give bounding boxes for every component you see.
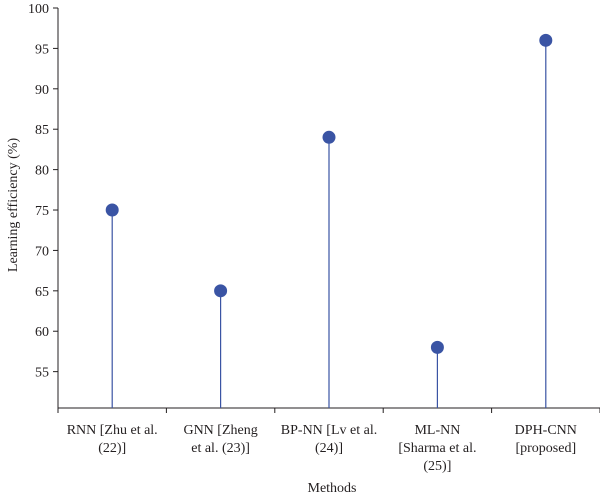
data-point bbox=[430, 340, 444, 354]
y-tick-label: 60 bbox=[35, 325, 49, 340]
y-tick-label: 100 bbox=[28, 2, 49, 17]
y-tick-label: 85 bbox=[35, 123, 49, 138]
y-tick-label: 70 bbox=[35, 244, 49, 259]
x-category-label: DPH-CNN [proposed] bbox=[515, 423, 577, 456]
y-tick-label: 95 bbox=[35, 42, 49, 57]
axes bbox=[53, 7, 600, 413]
y-tick-label: 65 bbox=[35, 285, 49, 300]
data-marks bbox=[105, 33, 553, 408]
x-category-label: BP-NN [Lv et al. (24)] bbox=[281, 423, 377, 456]
data-point bbox=[105, 203, 119, 217]
y-axis-title: Learning efficiency (%) bbox=[6, 138, 21, 273]
x-category-label: GNN [Zheng et al. (23)] bbox=[183, 423, 257, 456]
data-point bbox=[539, 33, 553, 47]
y-tick-label: 80 bbox=[35, 164, 49, 179]
labels: 55 60 65 70 75 80 85 90 95 100 RNN [Zhu et al. (22)… bbox=[28, 2, 577, 474]
y-tick-label: 90 bbox=[35, 83, 49, 98]
x-category-label: ML-NN [Sharma et al. (25)] bbox=[398, 423, 476, 474]
x-category-label: RNN [Zhu et al. (22)] bbox=[67, 423, 158, 456]
y-tick-label: 55 bbox=[35, 366, 49, 381]
data-point bbox=[214, 284, 228, 298]
y-tick-label: 75 bbox=[35, 204, 49, 219]
data-point bbox=[322, 130, 336, 144]
x-axis-title: Methods bbox=[308, 481, 357, 496]
